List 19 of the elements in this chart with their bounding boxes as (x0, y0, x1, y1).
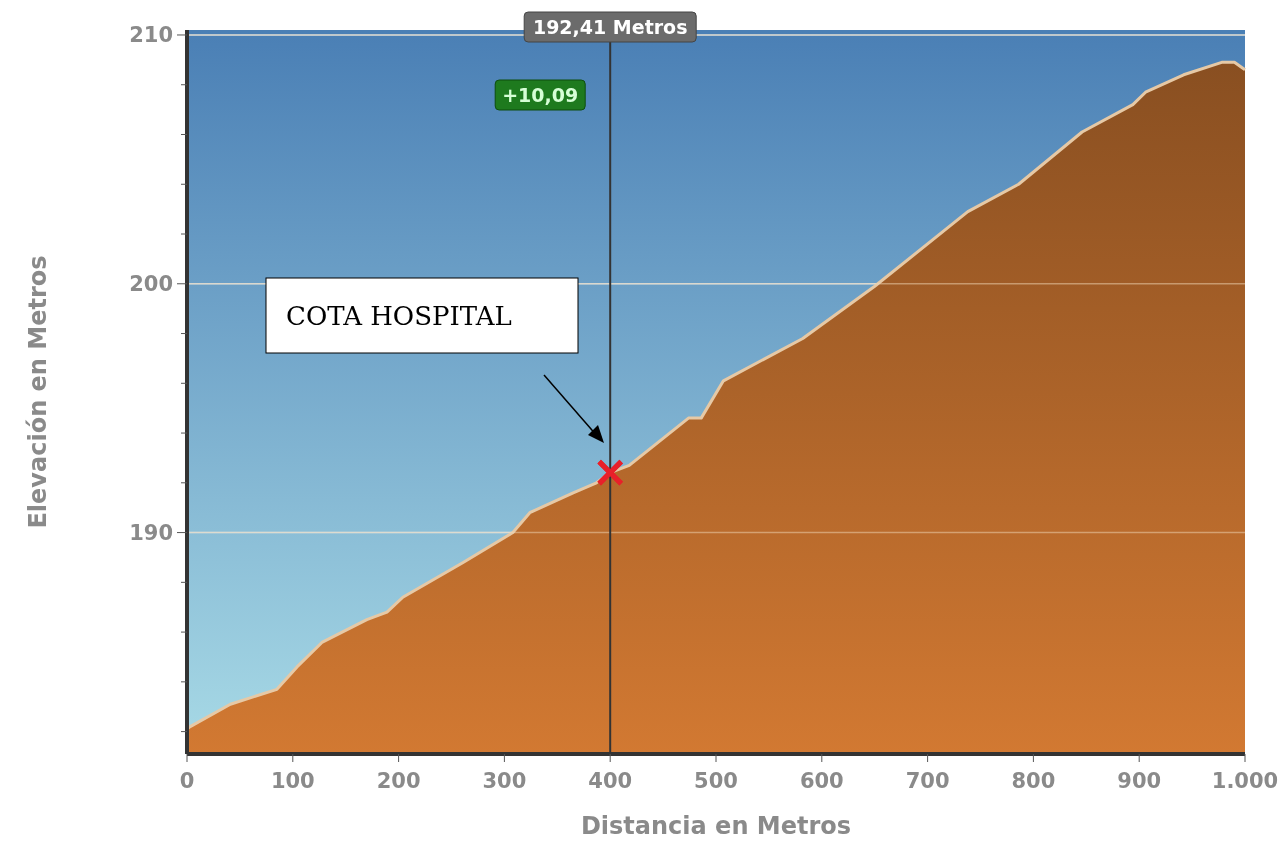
x-tick-label: 600 (799, 769, 844, 793)
y-tick-label: 190 (129, 520, 173, 545)
x-tick-label: 0 (179, 769, 195, 793)
ref-line-label: 192,41 Metros (532, 16, 688, 38)
x-tick-label: 400 (588, 769, 633, 793)
x-tick-label: 100 (270, 769, 315, 793)
annotation: COTA HOSPITAL (286, 301, 512, 331)
x-tick-label: 900 (1117, 769, 1162, 793)
annotation: +10,09 (502, 84, 579, 106)
y-tick-label: 210 (129, 22, 173, 47)
x-tick-label: 800 (1011, 769, 1056, 793)
x-tick-label: 200 (376, 769, 421, 793)
x-tick-label: 700 (905, 769, 950, 793)
x-axis-title: Distancia en Metros (580, 812, 852, 840)
y-tick-label: 200 (129, 271, 173, 296)
x-tick-label: 500 (694, 769, 738, 793)
y-axis-title: Elevación en Metros (24, 255, 52, 529)
x-tick-label: 1.000 (1211, 769, 1279, 793)
x-tick-label: 300 (482, 769, 527, 793)
